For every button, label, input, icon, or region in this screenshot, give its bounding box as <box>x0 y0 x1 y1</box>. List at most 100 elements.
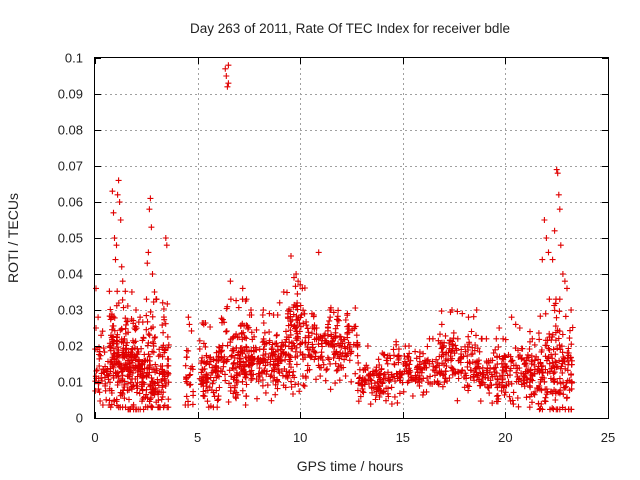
data-point <box>449 355 456 362</box>
data-point <box>507 367 513 374</box>
data-point <box>546 296 553 303</box>
data-point <box>196 337 203 344</box>
data-point <box>507 397 514 404</box>
data-point <box>413 355 420 362</box>
data-point <box>544 389 551 396</box>
data-point <box>522 368 529 375</box>
data-point <box>150 342 157 349</box>
data-point <box>165 341 172 348</box>
data-point <box>544 337 551 344</box>
data-point <box>106 313 113 320</box>
data-point <box>325 340 332 346</box>
data-point <box>210 389 217 396</box>
data-point <box>116 199 123 205</box>
data-point <box>386 378 393 385</box>
data-point <box>311 356 318 363</box>
data-point <box>227 296 234 303</box>
data-point <box>559 369 566 376</box>
y-tick-label: 0.04 <box>58 267 83 282</box>
data-point <box>513 378 520 385</box>
data-point <box>381 388 387 395</box>
data-point <box>119 296 126 303</box>
data-point <box>98 332 105 339</box>
data-point <box>294 299 301 306</box>
data-point <box>354 343 361 350</box>
data-point <box>319 343 326 350</box>
data-point <box>159 393 166 400</box>
y-tick-label: 0.1 <box>65 51 83 66</box>
data-point <box>473 332 479 339</box>
data-point <box>236 334 242 341</box>
data-point <box>565 358 572 364</box>
data-point <box>486 369 493 376</box>
data-point <box>288 345 295 352</box>
data-point <box>107 379 113 386</box>
data-point <box>425 356 431 363</box>
data-point <box>406 361 413 368</box>
data-point <box>435 380 442 387</box>
data-point <box>384 360 391 367</box>
data-point <box>262 350 269 357</box>
data-point <box>360 389 367 396</box>
data-point <box>133 307 139 313</box>
data-point <box>535 330 542 337</box>
data-point <box>118 263 125 270</box>
data-point <box>150 349 157 356</box>
data-point <box>427 373 434 380</box>
data-point <box>227 278 234 285</box>
data-point <box>143 391 150 398</box>
data-point <box>148 374 155 381</box>
data-point <box>216 384 223 391</box>
data-point <box>114 402 121 409</box>
tick-labels: 0 5 10 15 20 25 0 0.01 0.02 0.03 0.04 0.05 0.06 0.07 0… <box>58 51 616 446</box>
data-point <box>416 382 423 389</box>
data-point <box>274 331 280 338</box>
data-point <box>237 322 244 329</box>
data-point <box>113 358 120 365</box>
data-point <box>515 403 522 410</box>
data-point <box>364 343 371 349</box>
data-point <box>516 325 523 331</box>
data-point <box>147 381 154 388</box>
data-point <box>454 335 461 342</box>
data-point <box>526 404 533 411</box>
data-point <box>148 403 155 410</box>
data-point <box>337 349 344 356</box>
data-point <box>129 351 136 358</box>
data-point <box>377 387 384 394</box>
data-point <box>297 281 304 288</box>
data-point <box>146 353 153 360</box>
data-point <box>537 313 544 320</box>
data-point <box>311 336 318 343</box>
data-point <box>109 188 116 195</box>
data-point <box>564 285 570 292</box>
data-point <box>132 338 139 345</box>
data-point <box>99 377 105 384</box>
data-point <box>494 361 501 368</box>
data-point <box>531 341 538 348</box>
data-point <box>514 395 521 401</box>
data-point <box>551 369 558 376</box>
data-point <box>147 195 154 202</box>
data-point <box>155 353 162 360</box>
data-point <box>300 307 307 314</box>
data-point <box>518 381 525 388</box>
data-point <box>539 406 546 413</box>
data-point <box>515 347 521 354</box>
data-point <box>539 376 546 383</box>
data-point <box>556 406 563 413</box>
data-point <box>238 331 245 337</box>
data-point <box>266 337 273 344</box>
data-point <box>106 288 113 295</box>
data-point <box>390 373 397 380</box>
data-point <box>189 363 196 370</box>
data-point <box>239 378 246 385</box>
data-point <box>129 345 136 352</box>
data-point <box>299 339 306 346</box>
data-point <box>396 390 403 397</box>
data-point <box>331 341 338 348</box>
data-point <box>523 394 530 401</box>
y-axis-label: ROTI / TECUs <box>5 193 21 283</box>
data-point <box>549 333 556 340</box>
data-point <box>483 335 490 342</box>
